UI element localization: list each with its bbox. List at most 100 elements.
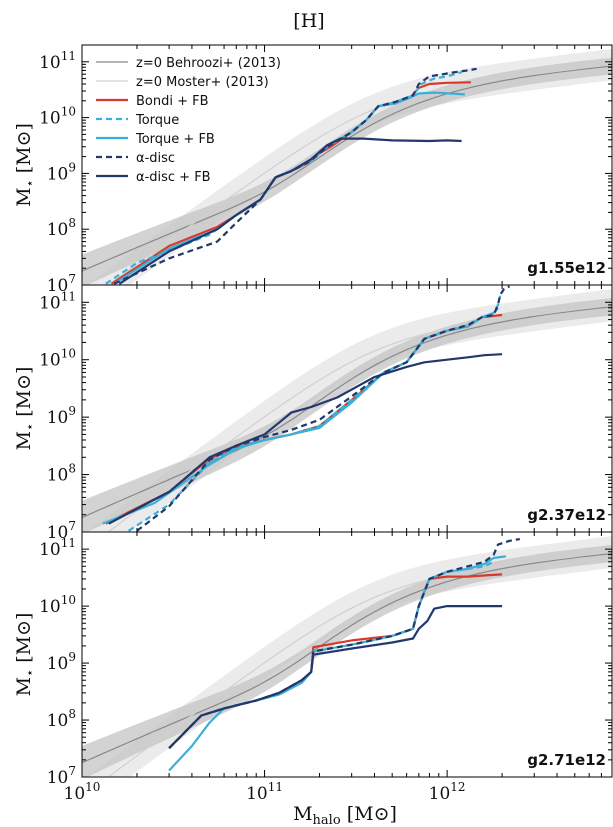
ylabel-main: M xyxy=(13,431,35,450)
moster-line xyxy=(107,551,612,777)
y-tick-label: 108 xyxy=(47,462,76,486)
moster-band xyxy=(86,289,612,532)
tick-exp: 10 xyxy=(61,105,76,119)
legend-label: α-disc xyxy=(136,151,175,166)
plot-area xyxy=(82,536,612,777)
tick-exp: 12 xyxy=(450,780,465,794)
plot-area xyxy=(82,285,612,532)
legend: z=0 Behroozi+ (2013) z=0 Moster+ (2013) Bo… xyxy=(96,56,281,185)
panel-label: g1.55e12 xyxy=(527,259,606,277)
tick-exp: 11 xyxy=(61,536,76,550)
tick-base: 10 xyxy=(39,351,61,371)
moster-band xyxy=(86,536,612,777)
panel-label: g2.37e12 xyxy=(527,506,606,524)
tick-exp: 7 xyxy=(68,519,76,533)
series-line-torque-fb xyxy=(102,307,499,525)
tick-base: 10 xyxy=(47,768,69,788)
y-tick-label: 109 xyxy=(47,160,76,184)
y-axis-label: M⋆ [M⊙] xyxy=(13,613,38,697)
tick-base: 10 xyxy=(246,784,268,804)
y-tick-label: 1011 xyxy=(39,536,76,560)
y-tick-label: 107 xyxy=(47,764,76,788)
y-tick-label: 1010 xyxy=(39,105,76,129)
tick-exp: 10 xyxy=(85,780,100,794)
series-line--disc-fb xyxy=(168,605,503,749)
ylabel-unit: [M⊙] xyxy=(13,123,35,179)
y-tick-label: 108 xyxy=(47,216,76,240)
y-tick-label: 1011 xyxy=(39,289,76,313)
tick-base: 10 xyxy=(47,408,69,428)
panel-label: g2.71e12 xyxy=(527,751,606,769)
tick-exp: 7 xyxy=(68,764,76,778)
legend-label: Bondi + FB xyxy=(136,94,209,109)
panel-frame xyxy=(81,531,613,778)
y-tick-label: 1011 xyxy=(39,49,76,73)
tick-base: 10 xyxy=(47,466,69,486)
tick-base: 10 xyxy=(39,109,61,129)
behroozi-line xyxy=(82,65,612,272)
tick-base: 10 xyxy=(39,53,61,73)
tick-exp: 11 xyxy=(61,289,76,303)
series-line--disc-fb xyxy=(118,137,462,285)
tick-exp: 8 xyxy=(68,462,76,476)
tick-exp: 11 xyxy=(268,780,283,794)
tick-base: 10 xyxy=(47,164,69,184)
moster-line xyxy=(107,64,612,285)
y-tick-label: 107 xyxy=(47,272,76,296)
behroozi-band xyxy=(82,57,612,285)
y-tick-label: 109 xyxy=(47,404,76,428)
series-line--disc-fb xyxy=(108,353,503,525)
tick-exp: 10 xyxy=(61,347,76,361)
behroozi-band xyxy=(82,545,612,777)
x-axis-label: Mhalo [M⊙] xyxy=(293,803,397,827)
tick-exp: 10 xyxy=(61,593,76,607)
tick-base: 10 xyxy=(429,784,451,804)
tick-exp: 9 xyxy=(68,650,76,664)
y-axis-label: M⋆ [M⊙] xyxy=(13,367,38,451)
tick-base: 10 xyxy=(64,784,86,804)
x-tick-label: 1012 xyxy=(429,780,466,804)
ylabel-unit: [M⊙] xyxy=(13,367,35,423)
ylabel-sub: ⋆ xyxy=(23,423,38,431)
x-tick-label: 1011 xyxy=(246,780,283,804)
legend-label: Torque xyxy=(135,113,179,128)
ylabel-sub: ⋆ xyxy=(23,179,38,187)
y-tick-label: 1010 xyxy=(39,347,76,371)
plot-area xyxy=(82,48,612,285)
legend-label: α-disc + FB xyxy=(136,170,211,185)
x-tick-label: 1010 xyxy=(64,780,101,804)
legend-label: z=0 Moster+ (2013) xyxy=(136,75,269,90)
legend-label: Torque + FB xyxy=(135,132,215,147)
tick-base: 10 xyxy=(39,597,61,617)
tick-base: 10 xyxy=(47,220,69,240)
tick-exp: 7 xyxy=(68,272,76,286)
ylabel-main: M xyxy=(13,187,35,206)
ylabel-main: M xyxy=(13,677,35,696)
behroozi-line xyxy=(82,306,612,519)
tick-base: 10 xyxy=(47,276,69,296)
figure-title: [H] xyxy=(293,10,324,32)
tick-exp: 9 xyxy=(68,404,76,418)
y-tick-label: 1010 xyxy=(39,593,76,617)
tick-exp: 8 xyxy=(68,216,76,230)
tick-base: 10 xyxy=(39,293,61,313)
series-line--disc xyxy=(113,67,477,285)
tick-exp: 8 xyxy=(68,707,76,721)
legend-label: z=0 Behroozi+ (2013) xyxy=(136,56,281,71)
y-tick-label: 107 xyxy=(47,519,76,543)
ylabel-unit: [M⊙] xyxy=(13,613,35,669)
ylabel-sub: ⋆ xyxy=(23,669,38,677)
behroozi-line xyxy=(82,552,612,764)
tick-base: 10 xyxy=(39,540,61,560)
y-tick-label: 109 xyxy=(47,650,76,674)
tick-exp: 11 xyxy=(61,49,76,63)
tick-base: 10 xyxy=(47,654,69,674)
tick-exp: 9 xyxy=(68,160,76,174)
tick-base: 10 xyxy=(47,523,69,543)
tick-base: 10 xyxy=(47,711,69,731)
